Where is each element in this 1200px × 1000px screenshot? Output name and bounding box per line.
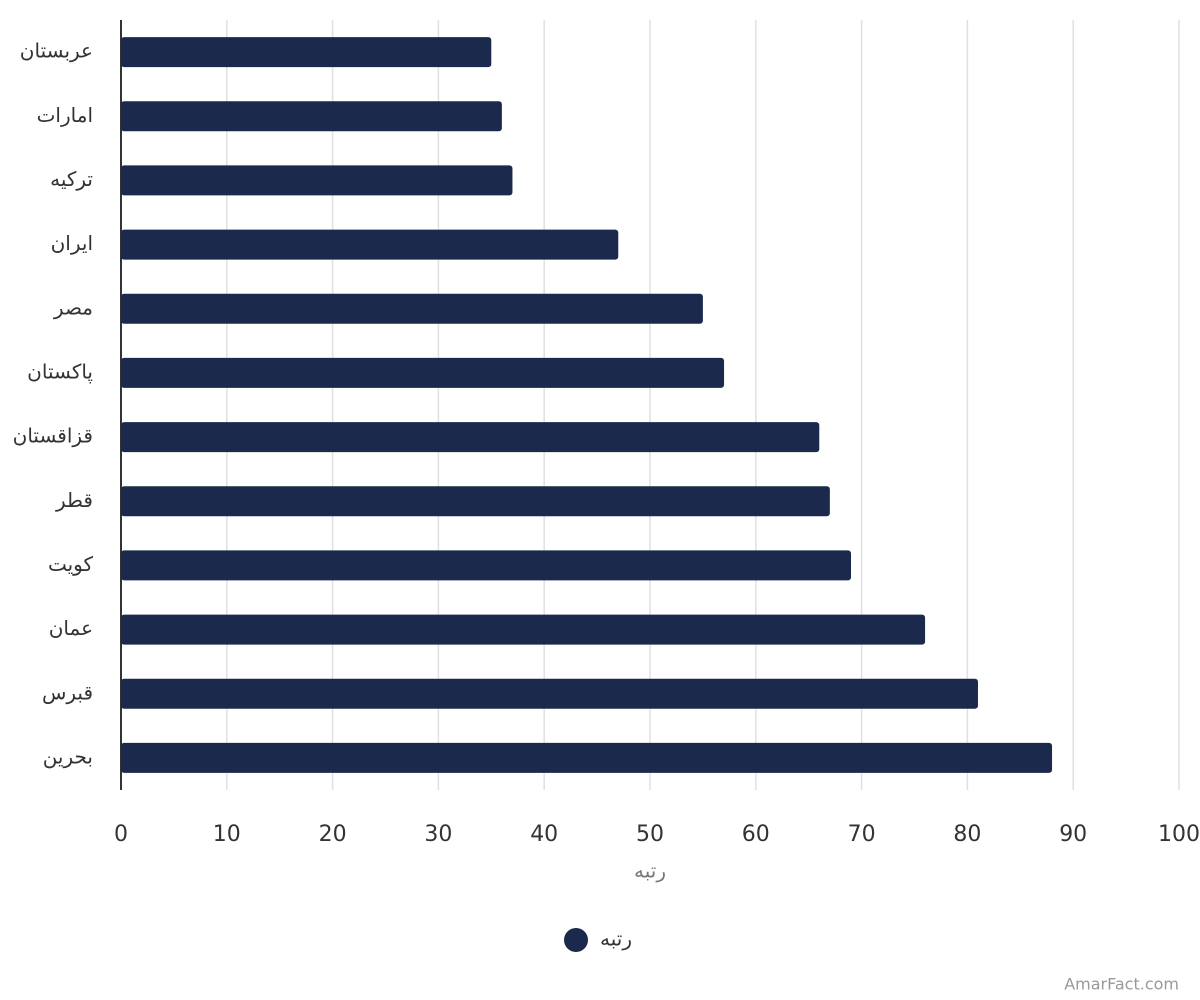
x-tick-label: 80 [953,822,981,847]
bar [121,37,492,68]
x-tick-label: 20 [319,822,347,847]
bar [121,550,852,581]
bar [121,486,830,517]
x-tick-label: 40 [530,822,558,847]
x-axis-title: رتبه [634,859,666,883]
x-tick-label: 60 [742,822,770,847]
y-tick-label: کویت [48,552,94,576]
bar [121,422,820,453]
x-tick-label: 50 [636,822,664,847]
bar [121,293,703,324]
bar [121,101,502,132]
bar [121,165,513,196]
y-tick-label: عربستان [20,39,93,63]
y-tick-label: امارات [37,103,93,127]
y-tick-label: پاکستان [27,359,93,384]
y-tick-label: قبرس [42,680,93,704]
credit: AmarFact.com [1064,975,1179,994]
x-tick-label: 10 [213,822,241,847]
y-tick-label: ترکیه [50,167,93,191]
y-tick-label: قزاقستان [13,424,93,448]
y-tick-label: مصر [53,295,93,319]
bar [121,678,978,709]
y-tick-label: عمان [49,616,93,640]
bar [121,357,725,388]
legend-label: رتبه [600,927,632,951]
bar [121,614,926,645]
x-tick-label: 100 [1158,822,1200,847]
x-tick-label: 30 [424,822,452,847]
y-tick-label: ایران [51,231,93,255]
y-tick-label: بحرین [43,744,93,768]
x-tick-label: 0 [114,822,128,847]
legend-marker [564,928,588,952]
bar [121,229,619,260]
x-tick-label: 70 [848,822,876,847]
y-tick-label: قطر [55,488,93,512]
bar [121,742,1053,773]
x-tick-label: 90 [1059,822,1087,847]
